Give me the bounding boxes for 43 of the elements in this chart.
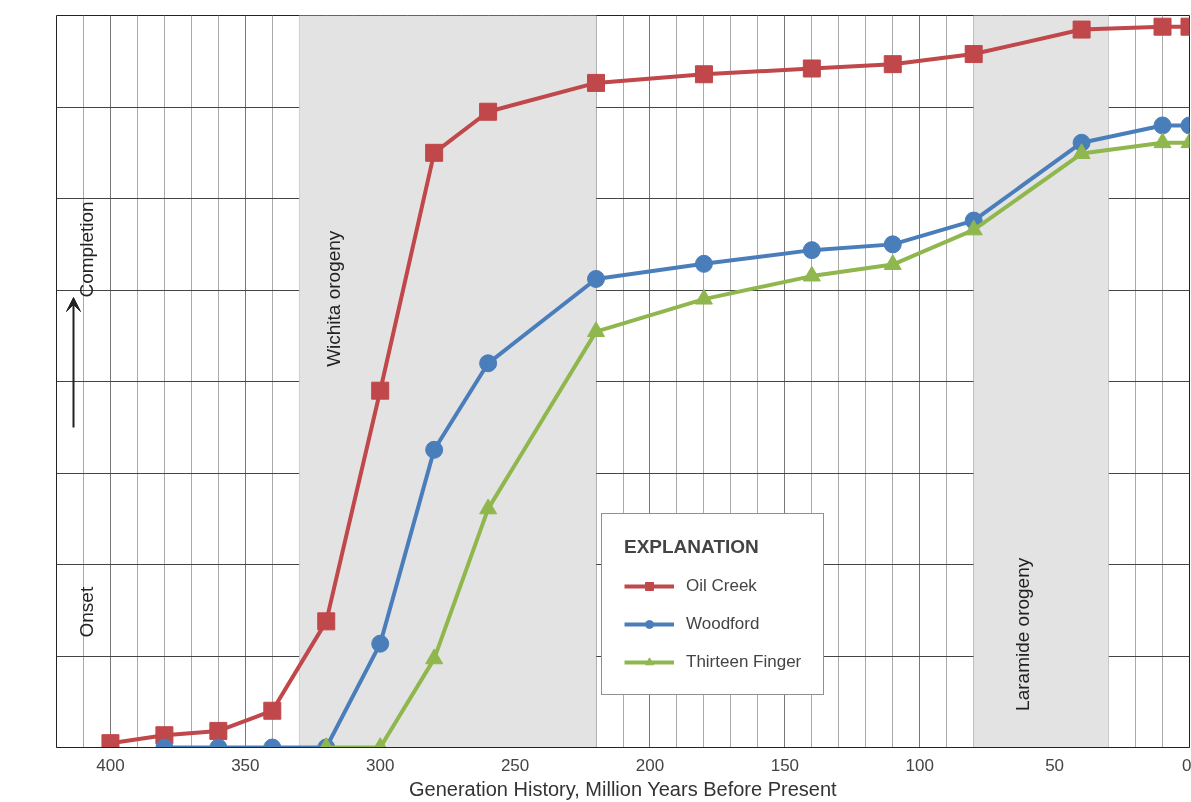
- band-label: Laramide orogeny: [1012, 557, 1034, 711]
- point: [425, 440, 444, 459]
- x-tick-label: 100: [905, 755, 934, 775]
- legend-label: Thirteen Finger: [686, 652, 802, 672]
- x-tick-label: 150: [770, 755, 800, 775]
- point: [694, 65, 713, 84]
- point: [802, 241, 821, 260]
- point: [694, 288, 713, 305]
- point: [802, 59, 821, 78]
- point: [883, 55, 902, 74]
- point: [479, 102, 498, 121]
- x-tick-label: 50: [1045, 755, 1065, 775]
- point: [587, 73, 606, 92]
- x-tick-label: 250: [500, 755, 530, 775]
- point: [479, 498, 498, 515]
- x-tick-label: 350: [231, 755, 260, 775]
- point: [883, 254, 902, 270]
- x-tick-label: 200: [635, 755, 665, 775]
- legend-label: Oil Creek: [686, 576, 757, 596]
- x-tick-label: 400: [96, 755, 125, 775]
- band-label: Wichita orogeny: [322, 230, 344, 367]
- point: [1072, 20, 1091, 39]
- point: [694, 254, 713, 273]
- point: [425, 143, 444, 162]
- point: [1153, 132, 1172, 149]
- point: [883, 235, 902, 254]
- point: [964, 219, 983, 236]
- x-tick-label: 0: [1182, 755, 1191, 775]
- point: [371, 381, 390, 400]
- legend-label: Woodford: [686, 614, 760, 634]
- point: [1153, 17, 1172, 36]
- x-axis-title: Generation History, Million Years Before Present: [409, 777, 838, 800]
- annotation: Onset: [75, 586, 97, 638]
- x-tick-label: 300: [366, 755, 395, 775]
- legend-title: EXPLANATION: [624, 536, 760, 558]
- point: [587, 321, 606, 337]
- point: [587, 269, 606, 288]
- point: [425, 648, 444, 665]
- point: [1153, 116, 1172, 135]
- point: [802, 265, 821, 282]
- point: [479, 354, 498, 373]
- annotation: Completion: [75, 201, 97, 298]
- point: [964, 45, 983, 64]
